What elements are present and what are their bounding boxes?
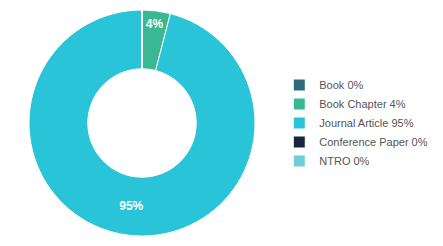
svg-text:Book 0%: Book 0% (319, 79, 363, 91)
svg-text:Conference Paper 0%: Conference Paper 0% (319, 136, 427, 148)
svg-text:Book Chapter 4%: Book Chapter 4% (319, 98, 405, 110)
svg-text:95%: 95% (119, 199, 143, 213)
svg-text:NTRO 0%: NTRO 0% (319, 155, 369, 167)
svg-text:4%: 4% (146, 17, 164, 31)
svg-text:Journal Article 95%: Journal Article 95% (319, 117, 413, 129)
